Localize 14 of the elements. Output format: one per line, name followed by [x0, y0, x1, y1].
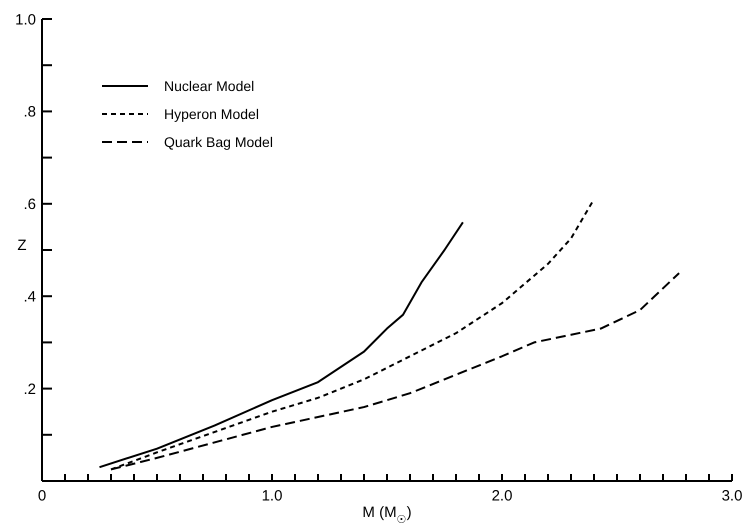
x-axis-title: M (M$_{☉}$) — [362, 504, 412, 525]
y-tick-label: .2 — [23, 380, 36, 398]
x-tick-label: 1.0 — [262, 488, 282, 505]
y-tick-label: 1.0 — [15, 11, 36, 28]
x-tick-label: 0 — [38, 488, 46, 505]
y-tick-label: .4 — [23, 288, 36, 306]
y-tick-label: .8 — [23, 104, 36, 121]
legend-label: Hyperon Model — [164, 106, 259, 122]
y-tick-label: .6 — [23, 196, 36, 214]
legend-label: Nuclear Model — [164, 78, 254, 94]
y-axis-title: Z — [17, 237, 27, 254]
x-tick-label: 3.0 — [722, 488, 742, 505]
legend-label: Quark Bag Model — [164, 134, 273, 150]
x-tick-label: 2.0 — [492, 488, 512, 505]
